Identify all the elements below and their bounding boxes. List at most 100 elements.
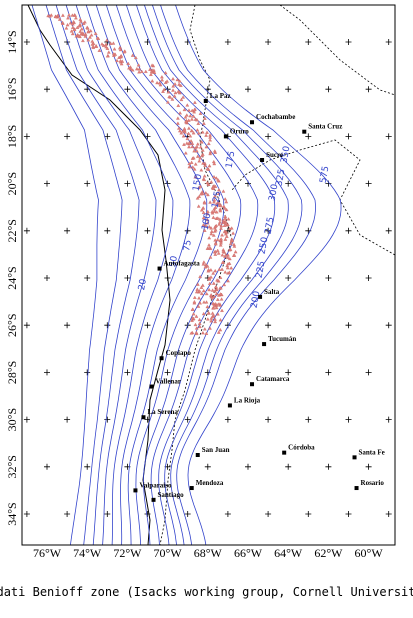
earthquake	[68, 21, 73, 25]
earthquake	[195, 128, 200, 132]
earthquake	[194, 289, 199, 294]
earthquake	[57, 17, 62, 21]
earthquake	[182, 107, 187, 112]
earthquake	[205, 130, 209, 134]
depth-contour	[136, 5, 276, 545]
earthquake	[201, 311, 206, 316]
earthquake	[157, 81, 162, 85]
longitude-label: 62°W	[314, 546, 343, 560]
earthquake	[78, 29, 83, 33]
earthquake	[225, 255, 230, 259]
earthquake	[184, 113, 189, 117]
grid-cross	[245, 86, 251, 93]
earthquake	[70, 25, 75, 29]
grid-cross	[23, 227, 30, 234]
contour-label: 250	[258, 236, 271, 255]
contour-label: 50	[168, 255, 180, 268]
earthquake	[187, 144, 191, 149]
longitude-label: 64°W	[274, 546, 303, 560]
city-marker	[282, 450, 287, 455]
grid-cross	[265, 322, 272, 329]
earthquake	[198, 184, 203, 188]
earthquake	[191, 131, 196, 135]
earthquake	[218, 286, 223, 290]
earthquake	[202, 201, 207, 205]
earthquake	[108, 41, 113, 45]
earthquake	[162, 87, 166, 91]
earthquake	[191, 114, 196, 118]
grid-cross	[285, 86, 292, 93]
depth-contour	[115, 5, 242, 545]
earthquake	[233, 249, 238, 254]
grid-cross	[104, 227, 111, 234]
earthquake	[222, 204, 226, 208]
contour-label: 575	[319, 165, 332, 184]
grid-cross	[84, 180, 91, 187]
earthquake	[224, 234, 229, 238]
earthquake	[206, 182, 211, 186]
earthquake	[193, 175, 198, 179]
earthquake	[202, 116, 207, 120]
earthquake	[76, 34, 81, 38]
contour-label: 75	[182, 239, 194, 252]
earthquake	[74, 16, 78, 20]
earthquake	[206, 141, 211, 146]
grid-cross	[64, 133, 71, 140]
city-marker	[157, 266, 162, 271]
depth-contour	[95, 5, 208, 545]
earthquake	[212, 161, 217, 166]
earthquake	[208, 200, 212, 204]
contour-label: 100	[201, 212, 214, 231]
earthquake	[186, 118, 191, 122]
city-label: Salta	[264, 288, 280, 296]
earthquake	[85, 26, 90, 30]
grid-cross	[204, 369, 211, 376]
earthquake	[183, 151, 188, 155]
earthquake	[199, 291, 204, 296]
grid-cross	[124, 275, 131, 281]
earthquake	[189, 139, 193, 143]
earthquake	[106, 50, 111, 54]
earthquake	[229, 266, 234, 270]
earthquake	[223, 237, 228, 241]
earthquake	[220, 308, 224, 312]
latitude-label: 30°S	[5, 408, 19, 431]
earthquake	[214, 176, 219, 180]
earthquake	[72, 27, 77, 32]
earthquake	[79, 19, 83, 23]
earthquake	[118, 47, 123, 52]
earthquake	[197, 289, 202, 293]
earthquake	[203, 191, 208, 195]
earthquake	[201, 262, 206, 266]
grid-cross	[345, 39, 352, 45]
earthquake	[218, 243, 223, 247]
grid-cross	[224, 511, 231, 517]
earthquake	[207, 246, 212, 250]
border	[159, 5, 233, 545]
depth-contour	[144, 5, 289, 545]
earthquake	[209, 293, 214, 297]
earthquake	[83, 34, 88, 38]
grid-cross	[265, 416, 272, 423]
earthquake	[168, 95, 173, 99]
earthquake	[218, 238, 223, 242]
earthquake	[210, 311, 215, 315]
grid-cross	[345, 511, 352, 517]
earthquake	[219, 241, 223, 245]
earthquake	[136, 63, 141, 67]
city-marker	[352, 455, 357, 460]
earthquake	[216, 178, 220, 182]
earthquake	[150, 79, 155, 83]
earthquake	[224, 199, 229, 204]
grid-cross	[44, 86, 50, 93]
earthquake	[209, 268, 213, 272]
grid-cross	[325, 275, 332, 281]
contour-label: 225	[255, 260, 268, 279]
earthquake	[200, 153, 204, 157]
earthquake	[198, 145, 203, 149]
latitude-label: 24°S	[5, 266, 19, 289]
earthquake	[181, 95, 185, 99]
earthquake	[170, 97, 175, 101]
earthquake	[193, 100, 197, 104]
earthquake	[212, 198, 217, 202]
